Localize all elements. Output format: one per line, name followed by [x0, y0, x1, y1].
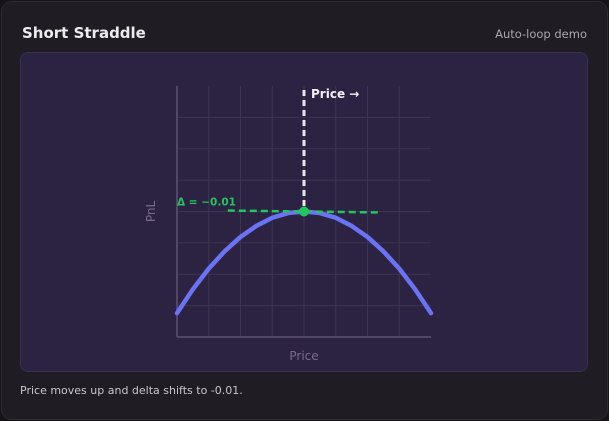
delta-label: Δ = −0.01 [177, 197, 236, 209]
price-arrow-label: Price → [311, 87, 359, 101]
card-title: Short Straddle [22, 24, 146, 42]
caption: Price moves up and delta shifts to -0.01… [20, 384, 243, 397]
y-axis-label: PnL [144, 201, 158, 223]
delta-tangent-line [227, 209, 381, 214]
x-axis-label: Price [289, 349, 318, 363]
auto-loop-label: Auto-loop demo [495, 27, 587, 41]
price-point-marker [299, 206, 309, 217]
